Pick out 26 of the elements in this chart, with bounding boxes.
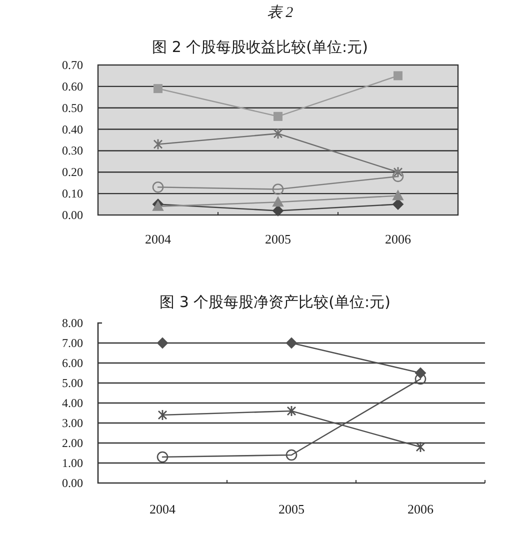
chart-title: 图 3 个股每股净资产比较(单位:元) [160,293,390,311]
y-tick-label: 4.00 [62,396,83,410]
x-tick-label: 2004 [145,232,172,246]
y-tick-label: 0.10 [62,186,83,201]
chart-title: 表 2 [266,4,294,21]
y-tick-label: 2.00 [62,436,83,450]
y-tick-label: 8.00 [62,316,83,330]
y-tick-label: 0.40 [62,122,83,136]
y-tick-label: 0.70 [62,58,83,72]
x-tick-label: 2005 [278,502,304,516]
y-tick-label: 0.60 [62,79,83,94]
y-tick-label: 0.00 [62,208,83,222]
y-tick-label: 6.00 [62,356,83,370]
x-tick-label: 2006 [408,502,434,516]
chart-subtitle: 图 2 个股每股收益比较(单位:元) [152,38,368,56]
x-tick-label: 2004 [150,502,176,516]
y-tick-label: 0.00 [62,476,83,490]
y-tick-label: 3.00 [62,416,83,430]
y-tick-label: 0.30 [62,144,83,158]
x-tick-label: 2005 [265,232,291,246]
y-tick-label: 0.50 [62,100,83,115]
y-tick-label: 1.00 [62,456,83,470]
y-tick-label: 7.00 [62,336,83,350]
y-tick-label: 0.20 [62,165,83,180]
x-tick-label: 2006 [385,232,412,246]
y-tick-label: 5.00 [62,376,83,390]
